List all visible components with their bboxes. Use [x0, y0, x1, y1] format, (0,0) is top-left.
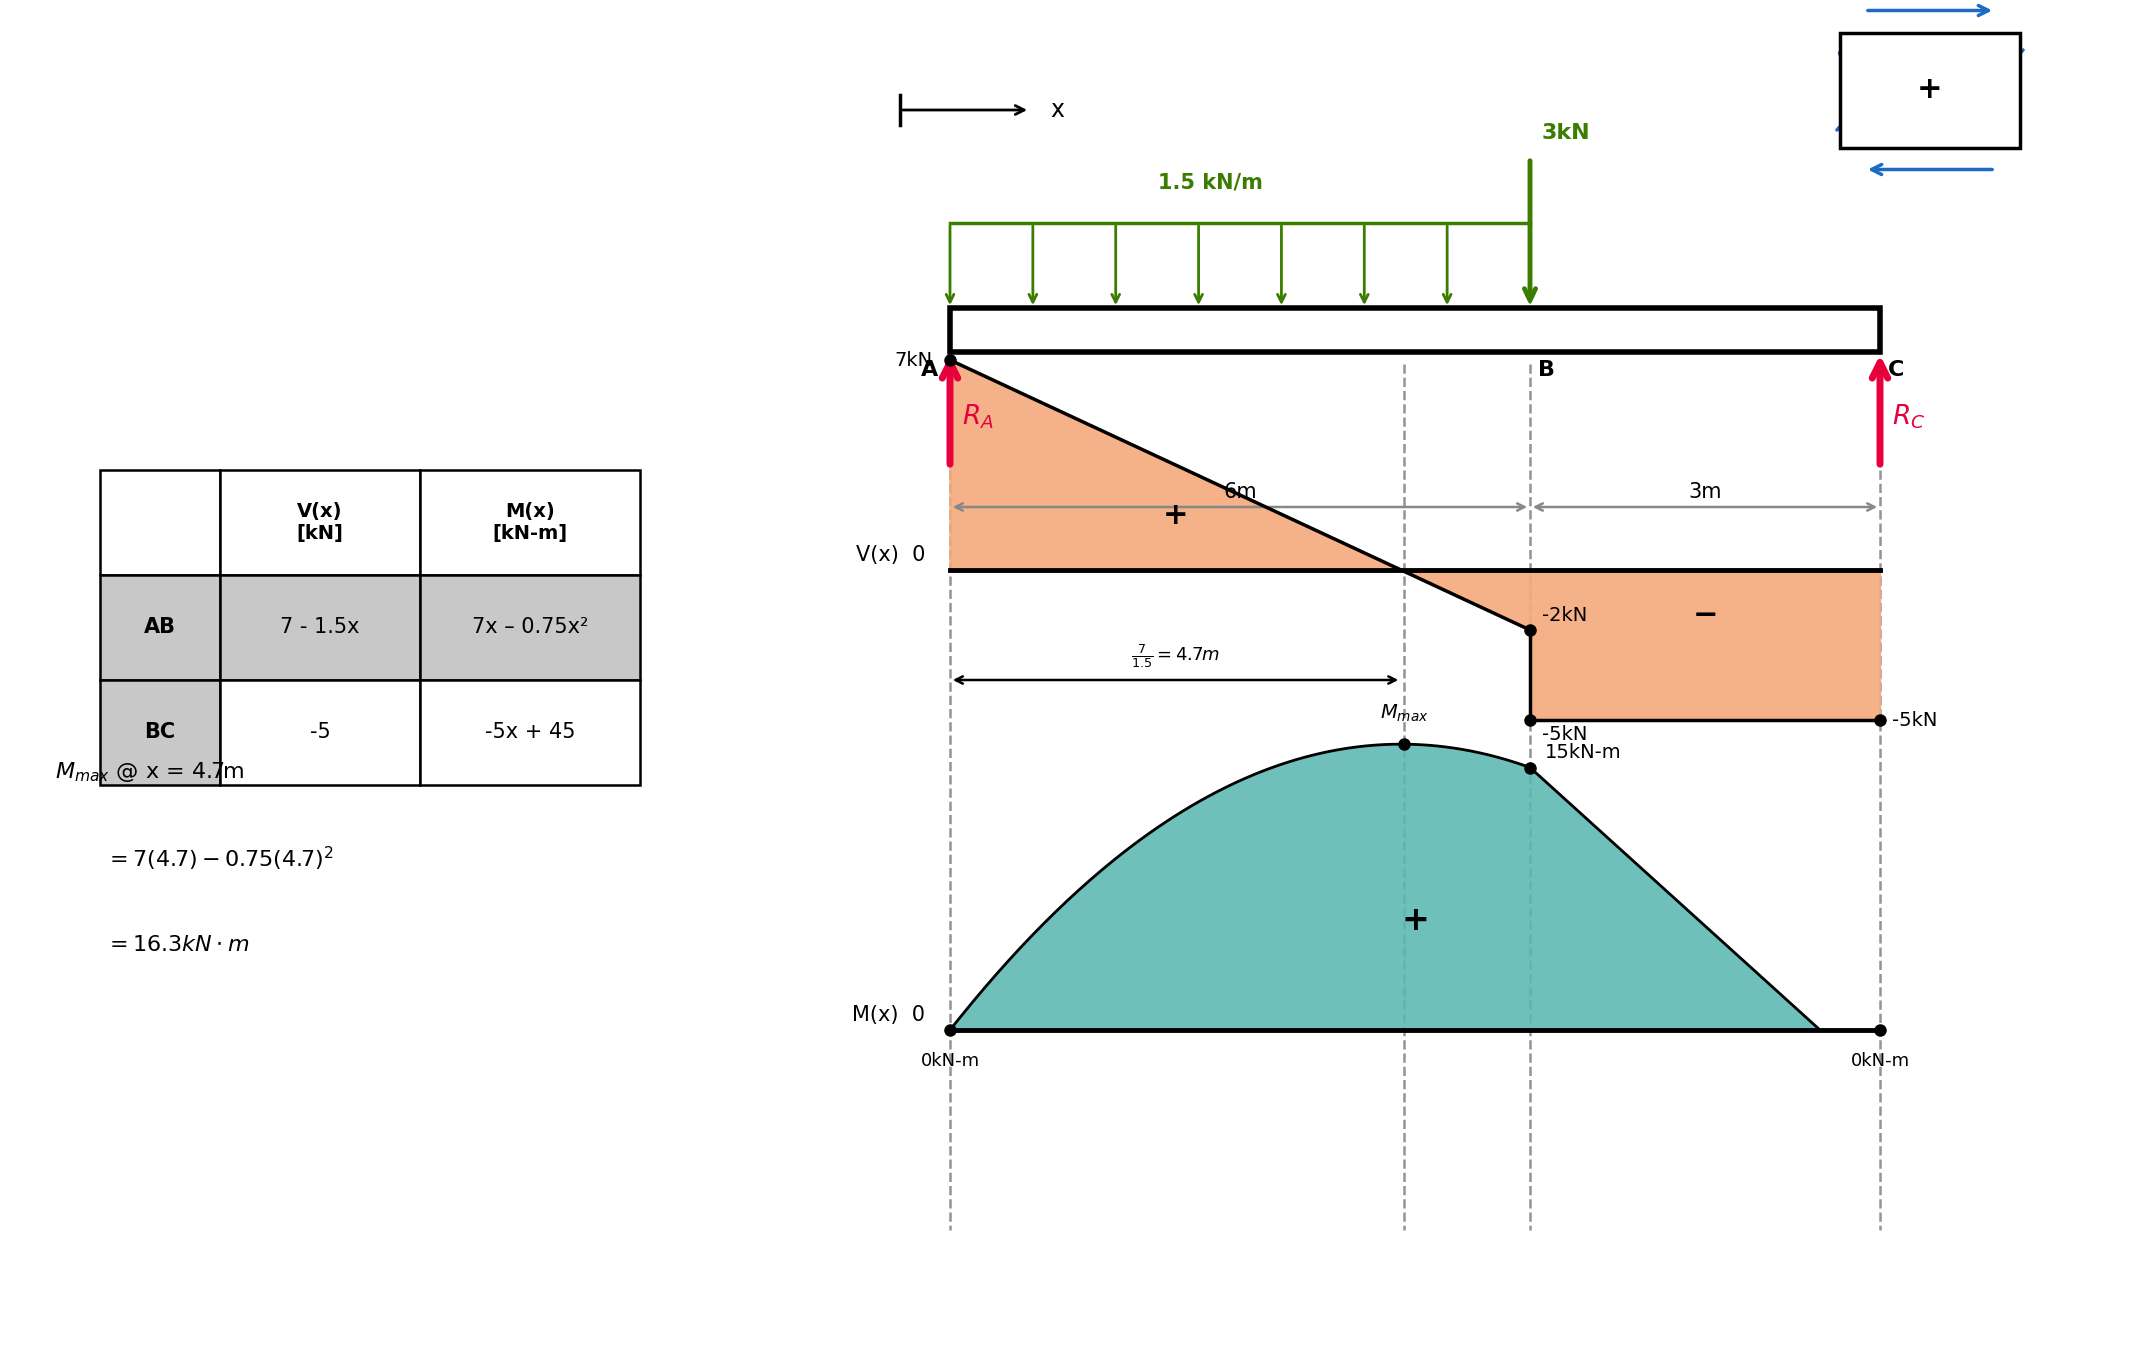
Text: $= 7(4.7) - 0.75(4.7)^2$: $= 7(4.7) - 0.75(4.7)^2$: [105, 845, 333, 873]
Text: -5x + 45: -5x + 45: [485, 722, 575, 742]
Text: 7x – 0.75x²: 7x – 0.75x²: [472, 617, 587, 637]
Polygon shape: [220, 575, 421, 680]
Polygon shape: [220, 470, 421, 575]
Polygon shape: [951, 744, 1880, 1030]
Polygon shape: [100, 680, 220, 784]
Text: -5kN: -5kN: [1542, 725, 1587, 744]
Text: -5kN: -5kN: [1892, 710, 1937, 729]
Polygon shape: [421, 575, 641, 680]
Text: 7kN: 7kN: [893, 351, 931, 370]
Text: 7 - 1.5x: 7 - 1.5x: [280, 617, 359, 637]
Polygon shape: [100, 575, 220, 680]
Text: 15kN-m: 15kN-m: [1544, 744, 1621, 763]
Text: 3m: 3m: [1687, 482, 1722, 502]
Text: -2kN: -2kN: [1542, 606, 1587, 625]
Text: AB: AB: [143, 617, 175, 637]
Text: -5: -5: [310, 722, 331, 742]
Polygon shape: [1839, 32, 2021, 147]
Text: A: A: [921, 360, 938, 379]
Text: −: −: [1692, 601, 1717, 629]
Text: $R_C$: $R_C$: [1892, 402, 1925, 431]
Text: $M_{max}$: $M_{max}$: [1380, 703, 1429, 724]
Text: $\frac{7}{1.5}=4.7m$: $\frac{7}{1.5}=4.7m$: [1132, 643, 1220, 670]
Polygon shape: [1529, 570, 1880, 720]
Text: 1.5 kN/m: 1.5 kN/m: [1158, 173, 1262, 193]
Text: B: B: [1538, 360, 1555, 379]
Text: 0kN-m: 0kN-m: [921, 1052, 980, 1071]
Polygon shape: [1401, 570, 1529, 630]
Text: 3kN: 3kN: [1542, 123, 1591, 143]
Text: C: C: [1888, 360, 1905, 379]
Text: $M_{max}$ @ x = 4.7m: $M_{max}$ @ x = 4.7m: [56, 760, 244, 784]
Text: +: +: [1162, 501, 1188, 529]
Text: M(x)
[kN-m]: M(x) [kN-m]: [493, 502, 568, 543]
Polygon shape: [951, 308, 1880, 352]
Polygon shape: [220, 680, 421, 784]
Polygon shape: [421, 470, 641, 575]
Text: 6m: 6m: [1224, 482, 1256, 502]
Text: V(x)
[kN]: V(x) [kN]: [297, 502, 344, 543]
Text: M(x)  0: M(x) 0: [852, 1004, 925, 1025]
Polygon shape: [100, 470, 220, 575]
Text: 0kN-m: 0kN-m: [1850, 1052, 1910, 1071]
Text: V(x)  0: V(x) 0: [857, 545, 925, 566]
Text: +: +: [1918, 76, 1944, 104]
Text: $R_A$: $R_A$: [961, 402, 993, 431]
Text: +: +: [1401, 903, 1429, 937]
Text: x: x: [1051, 99, 1064, 122]
Text: BC: BC: [145, 722, 175, 742]
Polygon shape: [951, 360, 1401, 570]
Text: $= 16.3 kN \cdot m$: $= 16.3 kN \cdot m$: [105, 936, 250, 954]
Polygon shape: [421, 680, 641, 784]
